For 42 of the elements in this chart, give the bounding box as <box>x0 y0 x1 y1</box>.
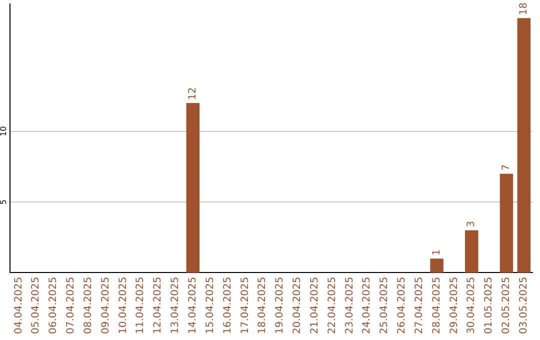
x-tick-label: 15.04.2025 <box>204 276 216 334</box>
x-tick-label: 03.05.2025 <box>518 276 530 334</box>
data-label: 18 <box>518 2 530 16</box>
x-tick-label: 19.04.2025 <box>274 276 286 334</box>
x-tick-label: 20.04.2025 <box>292 276 304 334</box>
x-tick-label: 07.04.2025 <box>66 276 77 334</box>
x-tick-label: 27.04.2025 <box>414 276 425 334</box>
x-tick-label: 17.04.2025 <box>240 276 251 334</box>
x-tick-label: 02.05.2025 <box>501 276 512 334</box>
y-tick-label: 5 <box>0 199 8 205</box>
x-tick-label: 16.04.2025 <box>222 276 234 334</box>
x-tick-label: 05.04.2025 <box>30 276 42 334</box>
x-tick-label: 28.04.2025 <box>431 276 442 334</box>
x-tick-label: 24.04.2025 <box>362 276 373 334</box>
x-tick-label: 10.04.2025 <box>118 276 129 334</box>
data-label: 12 <box>188 87 199 100</box>
x-tick-label: 30.04.2025 <box>466 276 478 334</box>
x-tick-label: 06.04.2025 <box>48 276 60 334</box>
x-tick-label: 09.04.2025 <box>100 276 112 334</box>
y-tick-label: 10 <box>0 126 8 136</box>
x-tick-label: 01.05.2025 <box>484 276 495 334</box>
data-label: 3 <box>466 220 478 228</box>
bar <box>430 258 444 273</box>
x-tick-label: 04.04.2025 <box>13 276 24 334</box>
data-label: 7 <box>501 164 512 171</box>
x-tick-label: 13.04.2025 <box>170 276 182 334</box>
x-tick-label: 22.04.2025 <box>326 276 338 334</box>
x-tick-label: 18.04.2025 <box>257 276 268 334</box>
x-tick-label: 25.04.2025 <box>379 276 390 334</box>
bar <box>186 103 200 273</box>
x-tick-label: 11.04.2025 <box>135 276 146 334</box>
bar <box>500 174 514 273</box>
bar <box>517 18 531 273</box>
bar <box>465 230 478 273</box>
x-tick-label: 29.04.2025 <box>448 276 460 334</box>
data-label: 1 <box>431 249 442 256</box>
x-tick-label: 14.04.2025 <box>188 276 199 334</box>
x-tick-label: 21.04.2025 <box>309 276 320 334</box>
x-tick-label: 08.04.2025 <box>82 276 94 334</box>
x-tick-label: 12.04.2025 <box>152 276 164 334</box>
x-tick-label: 23.04.2025 <box>344 276 356 334</box>
x-tick-label: 26.04.2025 <box>396 276 408 334</box>
